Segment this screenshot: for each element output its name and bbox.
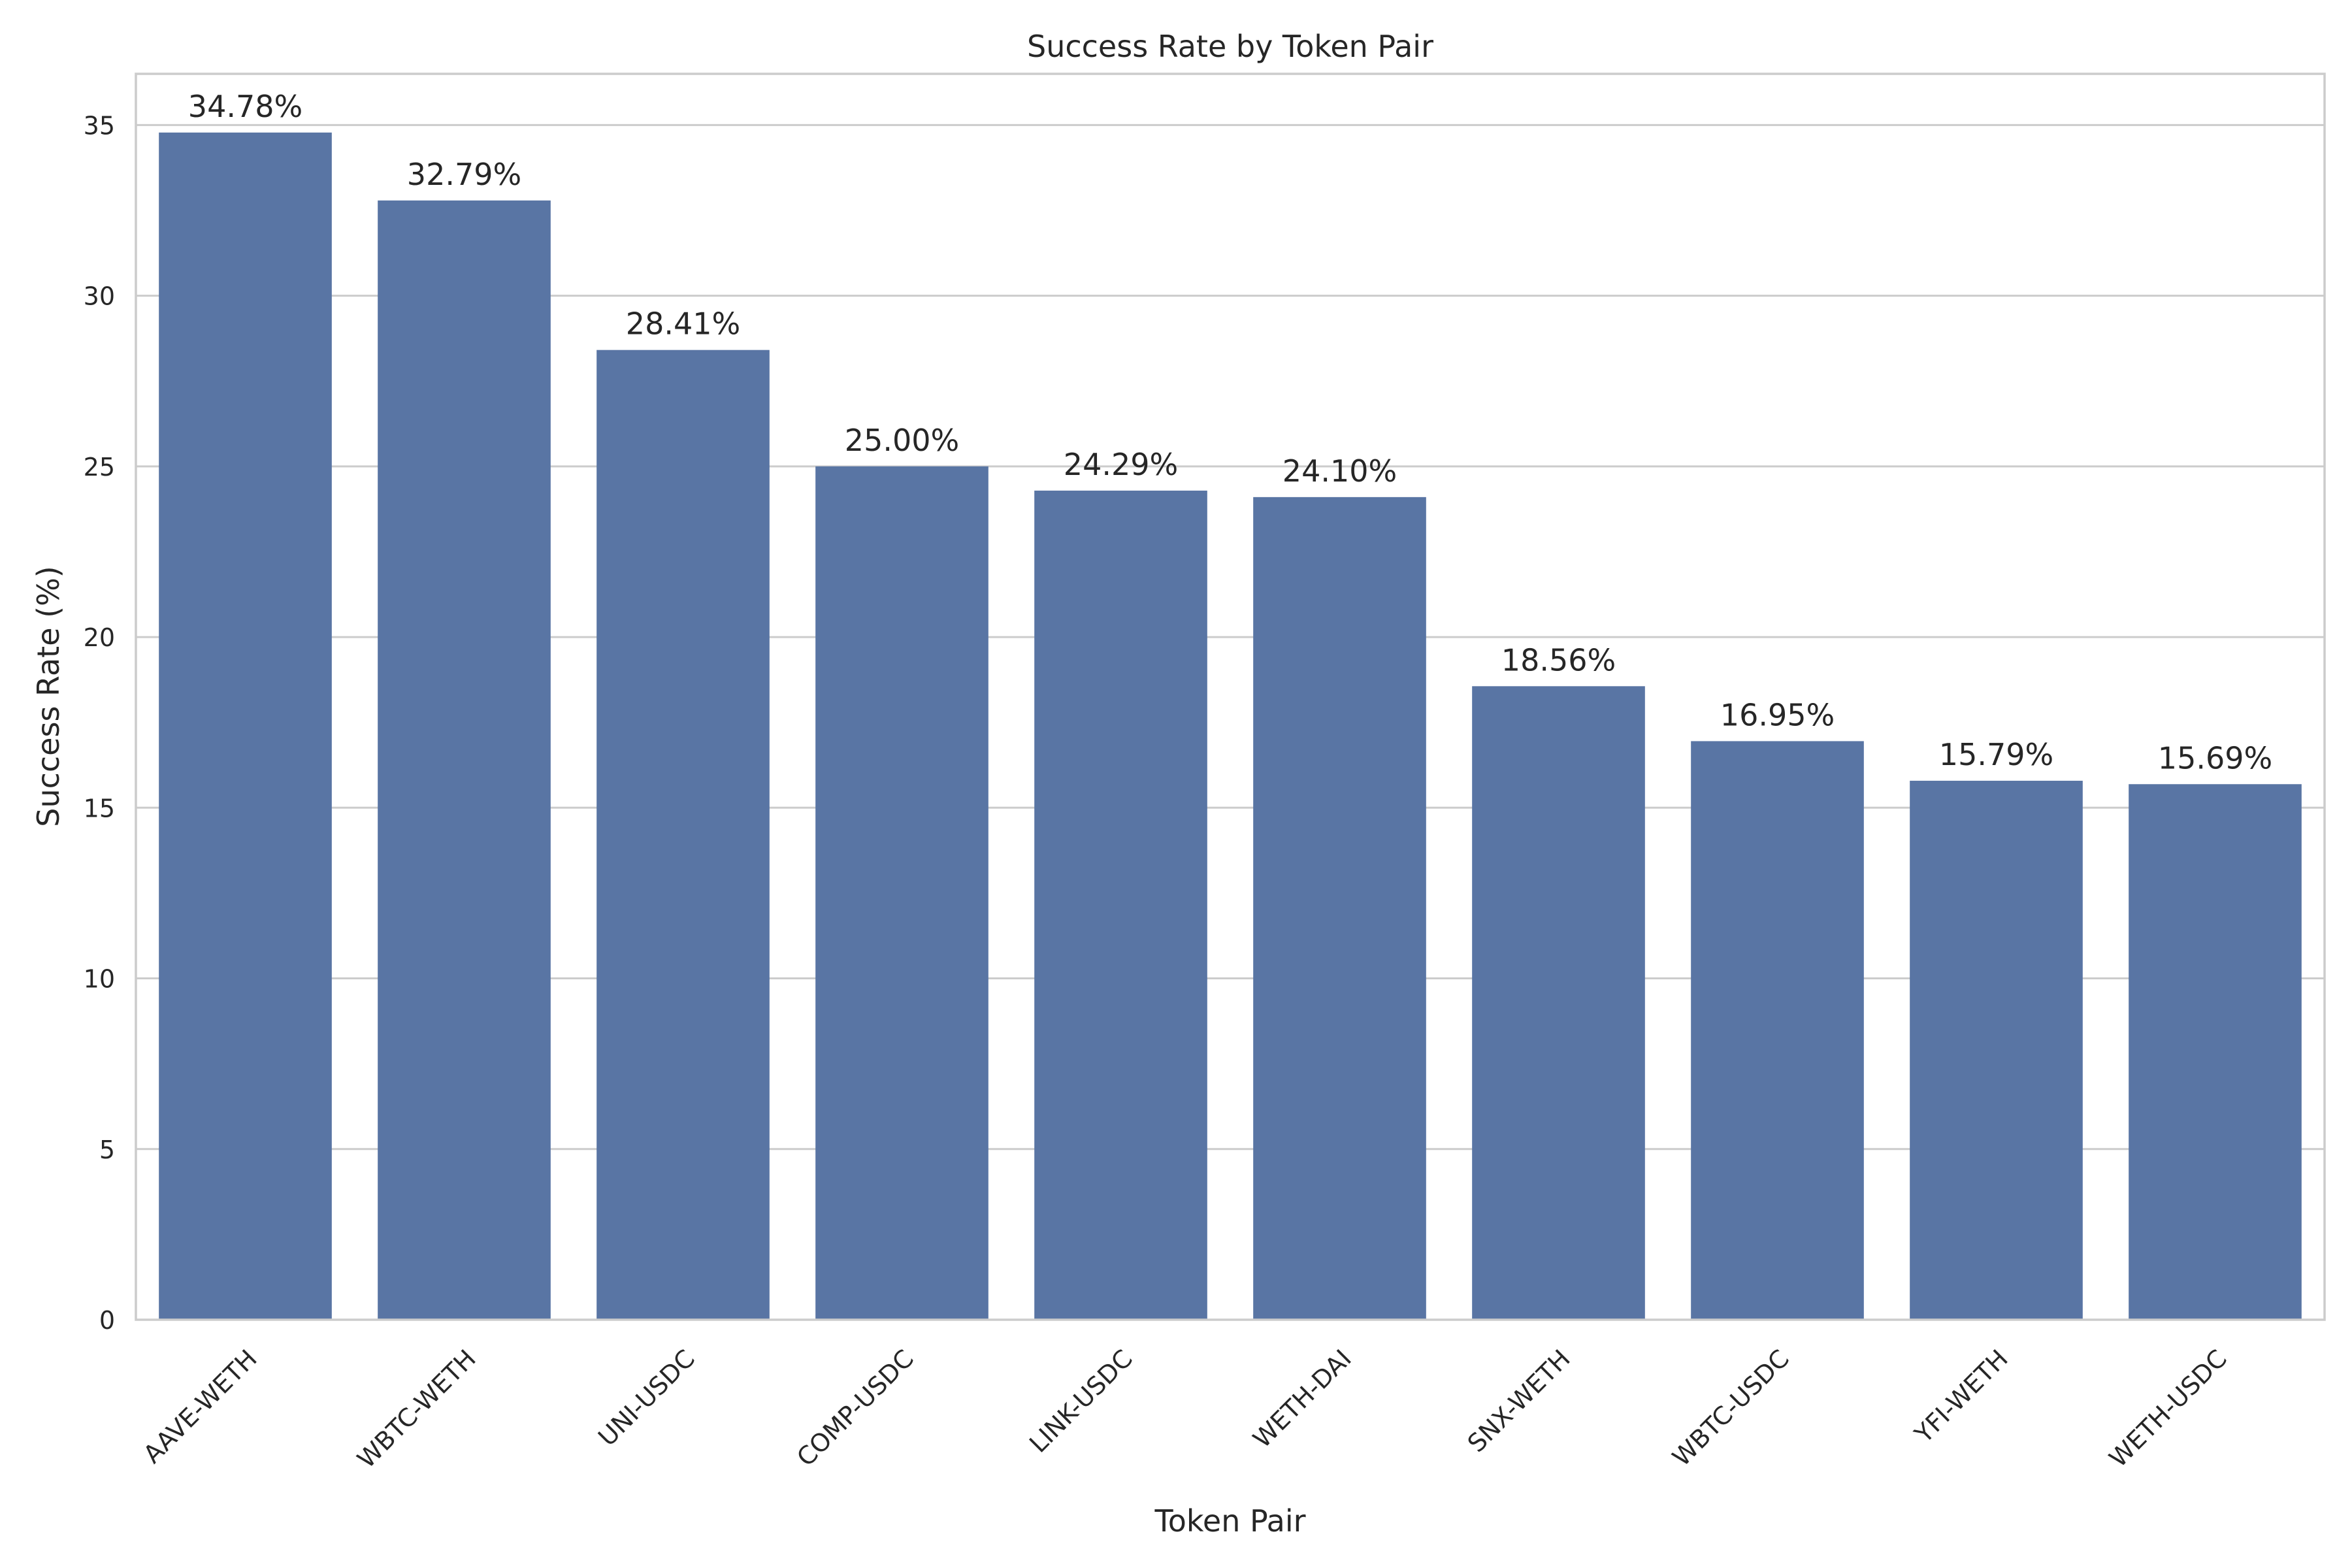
x-tick-label: AAVE-WETH <box>138 1344 263 1469</box>
y-tick-label: 15 <box>84 794 115 823</box>
x-tick-label: SNX-WETH <box>1462 1344 1576 1458</box>
bar-aave-weth <box>159 132 332 1320</box>
bar-wbtc-weth <box>378 200 551 1320</box>
data-label: 28.41% <box>626 306 740 342</box>
y-tick-label: 30 <box>84 282 115 311</box>
y-tick-labels: 0 5 10 15 20 25 30 35 <box>84 111 115 1335</box>
bar-link-usdc <box>1034 490 1207 1320</box>
y-tick-label: 10 <box>84 965 115 994</box>
x-tick-label: LINK-USDC <box>1024 1344 1138 1458</box>
bar-weth-usdc <box>2129 784 2302 1320</box>
x-tick-label: WETH-DAI <box>1247 1344 1357 1454</box>
data-label: 34.78% <box>188 89 302 124</box>
y-tick-label: 5 <box>99 1135 115 1164</box>
y-tick-label: 35 <box>84 111 115 140</box>
bars <box>159 132 2302 1320</box>
data-label: 16.95% <box>1720 697 1835 732</box>
x-axis-label: Token Pair <box>1154 1503 1305 1539</box>
x-tick-label: WETH-USDC <box>2104 1344 2232 1473</box>
data-label: 15.69% <box>2158 740 2272 776</box>
data-label: 32.79% <box>407 157 521 192</box>
bar-uni-usdc <box>596 350 770 1320</box>
data-label: 24.10% <box>1282 453 1397 489</box>
bar-snx-weth <box>1472 686 1645 1320</box>
data-labels: 34.78% 32.79% 28.41% 25.00% 24.29% 24.10% 18.5… <box>188 89 2272 776</box>
data-label: 24.29% <box>1064 447 1178 482</box>
bar-comp-usdc <box>815 466 988 1320</box>
y-tick-label: 20 <box>84 623 115 652</box>
x-tick-label: COMP-USDC <box>791 1344 919 1472</box>
plot-frame <box>135 73 2326 1321</box>
x-tick-label: WBTC-USDC <box>1667 1344 1795 1472</box>
x-tick-labels: AAVE-WETH WBTC-WETH UNI-USDC COMP-USDC LINK-… <box>138 1344 2232 1473</box>
x-tick-label: YFI-WETH <box>1908 1344 2013 1448</box>
y-axis-label: Success Rate (%) <box>31 566 66 827</box>
bar-wbtc-usdc <box>1691 741 1864 1320</box>
data-label: 18.56% <box>1501 642 1616 678</box>
data-label: 15.79% <box>1939 737 2053 772</box>
bar-yfi-weth <box>1910 781 2083 1320</box>
y-tick-label: 0 <box>99 1306 115 1335</box>
chart-title: Success Rate by Token Pair <box>1027 29 1433 64</box>
x-tick-label: UNI-USDC <box>593 1344 700 1452</box>
y-tick-label: 25 <box>84 453 115 482</box>
bar-weth-dai <box>1253 497 1426 1320</box>
x-tick-label: WBTC-WETH <box>351 1344 481 1473</box>
data-label: 25.00% <box>845 423 959 458</box>
